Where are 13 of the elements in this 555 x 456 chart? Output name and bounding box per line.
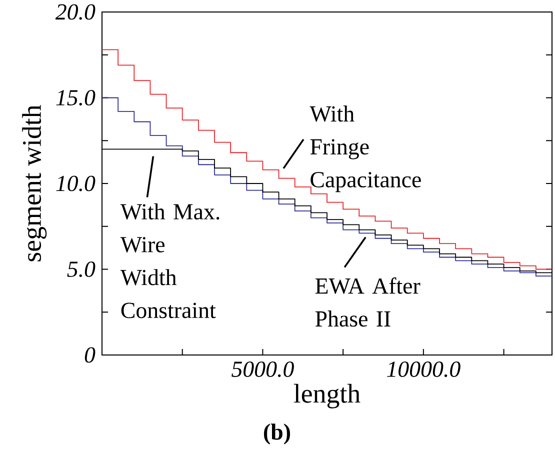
y-axis-title: segment width bbox=[22, 105, 47, 262]
text: (b) bbox=[264, 424, 290, 444]
y-tick-label: 5.0 bbox=[67, 261, 96, 278]
x-tick-label: 10000.0 bbox=[387, 361, 460, 378]
y-tick-label: 15.0 bbox=[56, 90, 96, 106]
x-axis-title: length bbox=[294, 384, 360, 408]
y-tick-label: 20.0 bbox=[55, 4, 96, 20]
y-tick-label: 0 bbox=[84, 347, 96, 363]
annotation: With Fringe Capacitance bbox=[310, 106, 421, 192]
annotation: EWA After Phase II bbox=[315, 277, 420, 327]
annotation: With Max. Wire Width Constraint bbox=[120, 203, 220, 318]
x-tick-label: 5000.0 bbox=[232, 361, 294, 378]
y-tick-label: 10.0 bbox=[56, 176, 96, 192]
